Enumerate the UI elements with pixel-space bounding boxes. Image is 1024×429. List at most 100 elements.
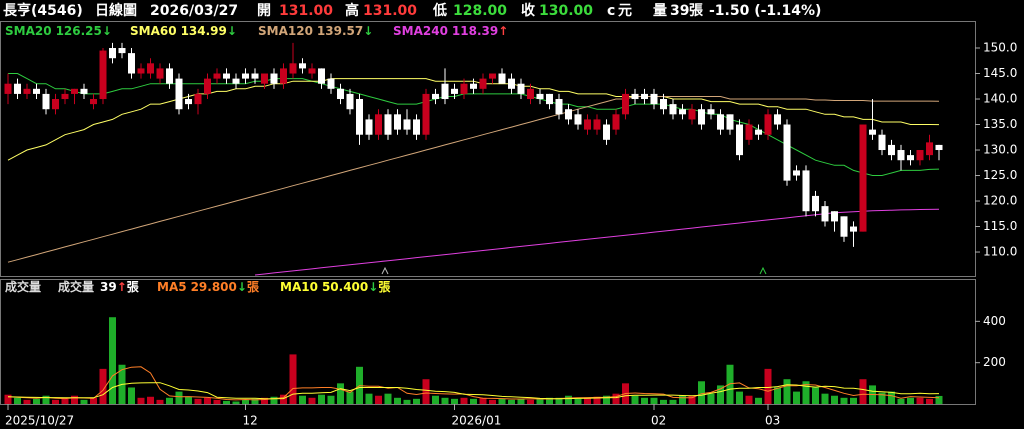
candle-body xyxy=(4,83,12,94)
candle-body xyxy=(935,144,943,151)
candle-body xyxy=(888,144,895,156)
volume-bar xyxy=(384,393,392,404)
legend-text: SMA240 xyxy=(393,24,448,38)
legend-value: 50.400 xyxy=(322,280,368,294)
volume-bar xyxy=(299,395,306,404)
candle-body xyxy=(451,88,458,94)
volume-bar xyxy=(232,401,240,404)
candle-body xyxy=(137,68,145,74)
volume-bar xyxy=(223,400,230,404)
candle-body xyxy=(90,99,97,105)
legend-text: SMA120 xyxy=(258,24,313,38)
candle-body xyxy=(755,129,762,135)
volume-bar xyxy=(204,397,211,404)
volume-bar xyxy=(726,364,734,404)
candle-body xyxy=(375,114,382,135)
volume-bar xyxy=(584,397,591,404)
volume-bar xyxy=(470,398,477,404)
volume-bar xyxy=(916,397,924,404)
y-tick-label: 120.0 xyxy=(983,194,1017,208)
volume-bar xyxy=(14,397,21,404)
candle-body xyxy=(156,68,164,79)
legend-trend: ↑ xyxy=(117,280,127,294)
candle-body xyxy=(897,150,905,161)
volume-bar xyxy=(517,398,525,404)
candle-body xyxy=(859,124,867,232)
legend-text: 成交量 xyxy=(5,279,41,294)
volume-bar xyxy=(650,397,658,404)
candle-body xyxy=(527,88,534,100)
volume-bar xyxy=(166,397,173,404)
candle-body xyxy=(52,99,59,110)
candle-body xyxy=(736,124,743,156)
legend-trend: ↓ xyxy=(227,24,237,38)
legend-value: 126.25 xyxy=(56,24,102,38)
price-panel-frame xyxy=(0,21,976,277)
volume-bar xyxy=(527,399,534,404)
candle-body xyxy=(71,88,78,94)
candle-body xyxy=(80,88,88,94)
candle-body xyxy=(327,78,335,89)
y-tick-label: 150.0 xyxy=(983,41,1017,55)
candle-body xyxy=(669,104,677,115)
volume-bar xyxy=(280,394,287,404)
x-tick-label: 03 xyxy=(765,414,780,428)
volume-bar xyxy=(679,395,686,404)
x-tick-label: 02 xyxy=(651,414,666,428)
low-value: 128.00 xyxy=(453,3,507,19)
candle-body xyxy=(308,68,316,74)
candle-body xyxy=(717,114,724,130)
candle-body xyxy=(612,114,620,130)
candle-body xyxy=(802,170,810,212)
candle-body xyxy=(650,93,658,105)
legend-unit: 張 xyxy=(378,280,391,294)
volume-bar xyxy=(631,395,639,404)
candle-body xyxy=(546,93,553,105)
legend-value: 118.39 xyxy=(452,24,498,38)
candle-body xyxy=(565,109,572,120)
volume-bar xyxy=(508,399,515,404)
candle-body xyxy=(299,63,306,69)
candle-body xyxy=(109,48,116,59)
volume-bar xyxy=(565,395,572,404)
candle-body xyxy=(840,216,848,237)
volume-bar xyxy=(840,397,848,404)
candle-body xyxy=(204,78,211,94)
candle-body xyxy=(346,93,354,110)
candle-body xyxy=(470,83,477,89)
candle-body xyxy=(878,134,886,151)
candle-body xyxy=(432,93,439,100)
volume-bar xyxy=(451,398,458,404)
candle-body xyxy=(517,83,525,94)
candle-body xyxy=(118,48,126,54)
volume-bar xyxy=(194,398,202,404)
volume-bar xyxy=(109,317,116,404)
candle-body xyxy=(213,73,221,79)
candle-body xyxy=(147,63,154,74)
candle-body xyxy=(584,119,591,130)
close-label: 收 xyxy=(521,2,536,19)
candle-body xyxy=(698,109,705,125)
candle-body xyxy=(688,109,696,120)
volume-bar xyxy=(394,397,401,404)
legend-text: 成交量 xyxy=(58,279,94,294)
candle-body xyxy=(413,119,420,135)
volume-bar xyxy=(185,396,192,404)
legend-entry: 成交量 39↑張 xyxy=(58,279,140,294)
volume-bar xyxy=(593,396,601,404)
volume-bar xyxy=(52,399,59,404)
candle-body xyxy=(812,195,819,212)
volume-bar xyxy=(736,391,743,404)
volume-bar xyxy=(821,393,829,404)
candle-body xyxy=(441,83,449,100)
candle-body xyxy=(489,73,496,79)
legend-entry: SMA60 134.99↓ xyxy=(130,24,237,38)
legend-text: SMA20 xyxy=(5,24,52,38)
y-tick-label: 125.0 xyxy=(983,168,1017,182)
candle-body xyxy=(821,206,829,222)
y-tick-label: 135.0 xyxy=(983,117,1017,131)
volume-bar xyxy=(888,391,895,404)
candle-body xyxy=(232,78,240,84)
legend-entry: MA5 29.800↓張 xyxy=(157,280,260,294)
